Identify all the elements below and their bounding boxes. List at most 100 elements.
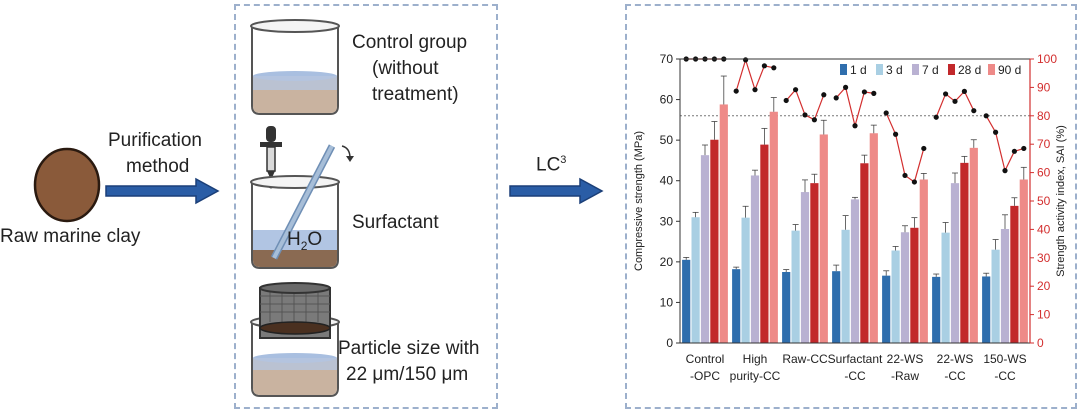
bar-7d-4 [900, 232, 910, 343]
sai-point [952, 98, 958, 104]
legend-label: 3 d [886, 63, 903, 77]
sai-point [1002, 168, 1008, 174]
sai-point [733, 88, 739, 94]
y2-tick-label: 60 [1037, 166, 1051, 180]
sai-point [971, 108, 977, 114]
dropper-icon [260, 126, 282, 189]
bar-3d-2 [791, 230, 800, 343]
y-axis-label: Compressive strength (MPa) [633, 131, 645, 271]
y-tick-label: 50 [660, 133, 674, 147]
lc3-label: LC3 [536, 154, 566, 176]
control-label-1: Control group [352, 32, 468, 53]
bar-28d-2 [810, 183, 819, 343]
y-tick-label: 0 [666, 336, 673, 350]
sai-point [983, 113, 989, 119]
particle-label-1: Particle size with [338, 338, 480, 359]
bar-1d-4 [882, 275, 891, 343]
category-label: 150-WS [983, 352, 1026, 366]
category-label: purity-CC [730, 369, 781, 383]
sai-line-3 [835, 86, 874, 129]
sai-line-5 [935, 90, 975, 118]
sai-point [761, 63, 767, 69]
bar-1d-6 [982, 276, 991, 343]
sai-point [1021, 145, 1027, 152]
category-label: Raw-CC [782, 352, 828, 366]
sai-point [943, 91, 949, 97]
bar-90d-0 [719, 104, 728, 343]
bar-28d-0 [710, 139, 719, 343]
legend-swatch [948, 64, 955, 75]
bar-7d-3 [850, 199, 860, 343]
bar-28d-5 [960, 162, 969, 343]
sai-point [883, 110, 889, 116]
bar-7d-1 [750, 175, 760, 343]
legend-swatch [912, 64, 919, 75]
bar-28d-4 [910, 227, 919, 343]
legend-label: 1 d [850, 63, 867, 77]
legend-label: 28 d [958, 63, 981, 77]
legend-label: 90 d [998, 63, 1021, 77]
raw-clay-icon [33, 147, 101, 223]
raw-clay-label: Raw marine clay [0, 226, 141, 247]
beaker-icon [250, 19, 340, 115]
bar-90d-1 [769, 111, 778, 343]
sai-point [811, 117, 817, 123]
sai-point [833, 95, 839, 101]
y2-tick-label: 90 [1037, 80, 1051, 94]
legend-swatch [876, 64, 883, 75]
chart-panel [625, 4, 1077, 409]
sai-point [771, 65, 777, 71]
sai-point [911, 179, 917, 185]
sai-point [1011, 148, 1017, 154]
y-tick-label: 20 [660, 255, 674, 269]
y2-tick-label: 80 [1037, 109, 1051, 123]
bar-90d-2 [819, 134, 828, 343]
lc3-main: LC [536, 154, 561, 176]
bar-3d-0 [691, 217, 700, 343]
sai-point [933, 114, 939, 120]
category-label: High [743, 352, 768, 366]
water-sub: 2 [300, 238, 308, 253]
arrow-right-icon [105, 177, 220, 205]
y2-tick-label: 40 [1037, 222, 1051, 236]
bar-1d-2 [782, 272, 791, 343]
sai-point [902, 172, 908, 179]
sai-line-1 [735, 57, 774, 92]
control-label-2: (without [372, 58, 439, 79]
y2-tick-label: 30 [1037, 251, 1051, 265]
legend-swatch [988, 64, 995, 75]
purification-label-1: Purification [108, 130, 202, 151]
y2-axis-label: Strength activity index, SAI (%) [1055, 125, 1067, 277]
methods-panel [234, 4, 498, 409]
water-h: H [287, 229, 301, 250]
category-label: -CC [844, 369, 866, 383]
lc3-sup: 3 [560, 154, 567, 166]
sai-line-6 [985, 115, 1024, 173]
category-label: -Raw [891, 369, 919, 383]
legend-swatch [840, 64, 847, 75]
water-label: H2O [287, 229, 322, 253]
category-label: -CC [944, 369, 966, 383]
y-tick-label: 70 [660, 52, 674, 66]
bar-1d-5 [932, 276, 941, 343]
bar-7d-2 [800, 192, 810, 343]
sai-point [802, 112, 808, 118]
sai-point [852, 123, 858, 129]
bar-90d-4 [919, 179, 928, 343]
sai-point [793, 87, 799, 93]
category-label: 22-WS [937, 352, 974, 366]
bar-1d-1 [732, 269, 741, 343]
bar-90d-3 [869, 133, 878, 343]
clay-ball [33, 147, 101, 223]
y2-tick-label: 10 [1037, 308, 1051, 322]
stir-rod-icon [250, 144, 354, 269]
sai-point [821, 92, 827, 98]
y2-tick-label: 50 [1037, 194, 1051, 208]
bar-3d-6 [991, 249, 1000, 343]
water-o: O [307, 229, 323, 250]
sieve-beaker-icon [250, 282, 340, 397]
category-label: -CC [994, 369, 1016, 383]
particle-label-2: 22 μm/150 μm [346, 364, 469, 385]
y2-tick-label: 20 [1037, 279, 1051, 293]
bar-3d-3 [841, 229, 850, 343]
